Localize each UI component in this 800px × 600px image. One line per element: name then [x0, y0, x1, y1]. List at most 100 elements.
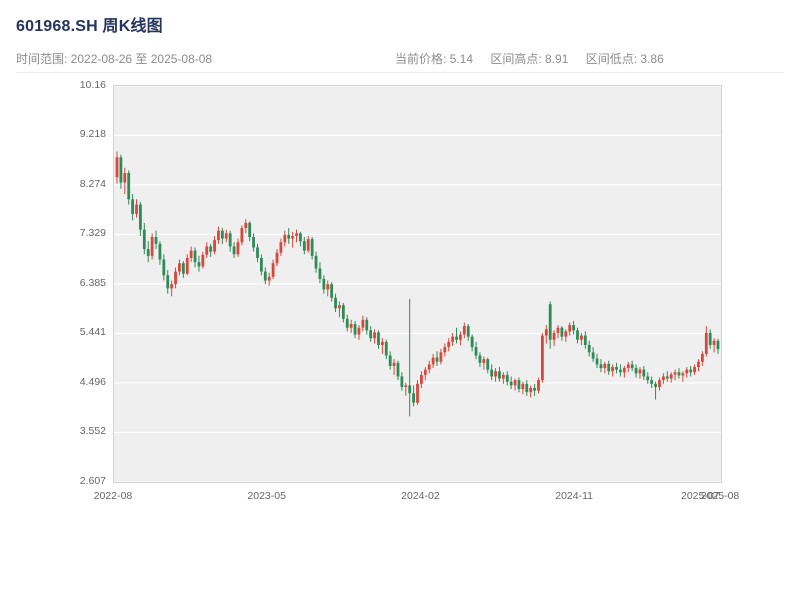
candle-body — [408, 385, 412, 394]
candle-body — [139, 204, 142, 230]
candle-body — [552, 332, 556, 340]
candle-body — [509, 381, 513, 386]
candle-body — [357, 327, 361, 335]
candle-body — [435, 357, 439, 362]
x-axis-label: 2022-08 — [93, 490, 133, 502]
candle-body — [162, 259, 166, 276]
x-axis-label: 2024-02 — [401, 490, 440, 502]
candle-body — [501, 374, 505, 379]
candle-body — [205, 246, 209, 255]
candle-body — [587, 345, 591, 353]
candle-body — [142, 229, 146, 250]
candle-body — [669, 374, 673, 379]
candle-body — [299, 233, 302, 242]
candle-body — [154, 236, 158, 244]
candle-body — [326, 284, 330, 290]
candle-body — [392, 362, 396, 366]
candle-body — [345, 318, 349, 328]
candle-body — [615, 367, 618, 370]
candle-body — [252, 236, 255, 248]
candle-body — [603, 363, 607, 369]
candle-body — [564, 331, 568, 337]
candle-body — [708, 332, 712, 346]
candle-body — [213, 240, 216, 252]
candle-body — [677, 372, 681, 376]
candle-body — [115, 157, 119, 178]
candle-body — [459, 334, 462, 340]
candle-body — [591, 352, 595, 359]
candle-body — [135, 204, 138, 214]
candle-body — [466, 326, 470, 337]
candle-body — [287, 234, 291, 239]
candle-body — [232, 246, 236, 255]
candle-body — [580, 335, 583, 340]
candle-body — [365, 319, 369, 331]
price-stats: 当前价格: 5.14 区间高点: 8.91 区间低点: 3.86 — [395, 50, 678, 67]
candle-body — [470, 336, 474, 348]
candle-body — [599, 364, 603, 369]
candle-body — [521, 383, 525, 390]
candle-body — [697, 361, 700, 368]
candle-body — [420, 374, 423, 384]
y-axis-label: 3.552 — [79, 425, 106, 438]
candle-body — [576, 330, 579, 340]
candle-body — [283, 234, 287, 243]
candle-body — [158, 243, 162, 260]
candle-body — [349, 324, 353, 328]
candle-body — [572, 325, 576, 331]
candle-body — [673, 372, 677, 375]
candle-body — [443, 347, 447, 353]
candle-body — [638, 369, 642, 374]
kline-plot-area — [113, 85, 722, 483]
candle-body — [423, 369, 427, 375]
candle-body — [533, 387, 536, 391]
candle-body — [595, 358, 599, 365]
candle-body — [185, 257, 189, 274]
header-divider — [16, 72, 784, 73]
date-range-label: 时间范围: 2022-08-26 至 2025-08-08 — [16, 52, 213, 66]
candle-body — [490, 369, 494, 377]
y-axis-label: 4.496 — [79, 375, 106, 388]
candle-body — [369, 330, 373, 339]
candle-body — [622, 368, 626, 373]
candle-body — [322, 278, 326, 290]
candle-body — [201, 254, 205, 267]
candle-body — [263, 271, 267, 281]
candle-body — [716, 340, 720, 350]
candle-body — [544, 329, 548, 336]
x-axis-label: 2025-07 — [680, 490, 720, 502]
candle-body — [380, 341, 384, 346]
candle-body — [170, 284, 174, 289]
candle-body — [150, 236, 154, 256]
y-axis-label: 8.274 — [79, 177, 106, 190]
candle-body — [275, 252, 279, 264]
candle-body — [611, 367, 615, 372]
candle-body — [306, 239, 310, 251]
page-title: 601968.SH 周K线图 — [16, 18, 163, 35]
candle-body — [193, 250, 197, 263]
candle-body — [661, 376, 665, 381]
candle-body — [123, 173, 127, 183]
candle-body — [178, 263, 181, 272]
candle-body — [310, 239, 314, 256]
candle-body — [700, 353, 704, 362]
candle-body — [548, 304, 552, 340]
candle-body — [318, 268, 322, 279]
candle-body — [412, 393, 415, 403]
candle-body — [681, 373, 685, 376]
candle-body — [704, 332, 708, 354]
candle-body — [119, 157, 123, 183]
candle-body — [607, 363, 611, 372]
y-axis-label: 2.607 — [79, 475, 106, 487]
candle-body — [634, 368, 638, 374]
candlestick-svg — [114, 86, 721, 482]
candle-body — [642, 369, 646, 377]
chart-header: 601968.SH 周K线图 — [16, 12, 784, 36]
candle-body — [166, 275, 170, 289]
candle-body — [427, 364, 431, 370]
candle-body — [525, 383, 529, 393]
candle-body — [146, 249, 150, 256]
candle-body — [256, 247, 259, 258]
candle-body — [400, 376, 404, 387]
x-axis-label: 2025-08 — [700, 490, 740, 502]
